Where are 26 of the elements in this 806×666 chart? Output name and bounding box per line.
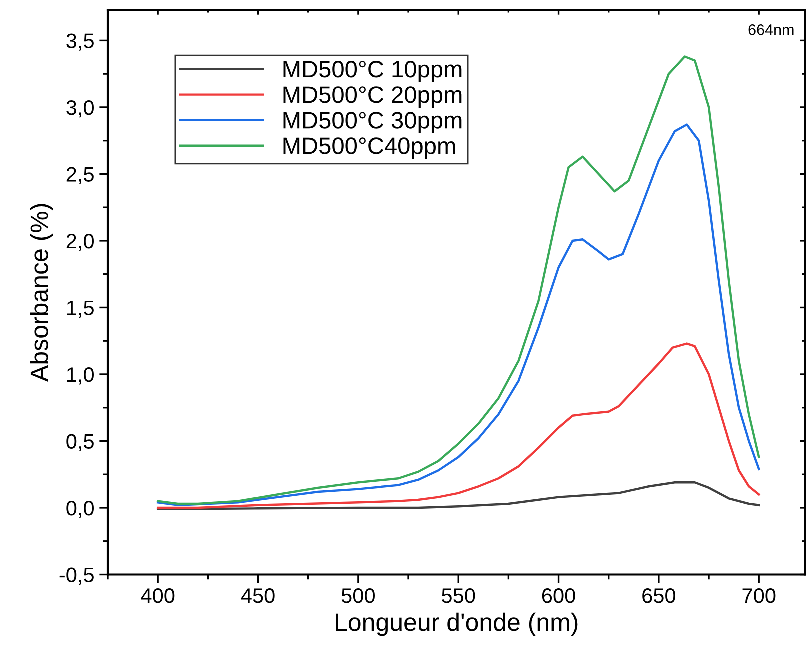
y-tick-label: 2,5 xyxy=(66,167,94,184)
legend-label: MD500°C40ppm xyxy=(284,138,456,160)
x-tick-label: 650 xyxy=(642,588,676,604)
y-tick-label: 1,5 xyxy=(67,300,94,318)
x-tick-label: 450 xyxy=(241,588,275,604)
x-tick-label: 600 xyxy=(542,588,576,604)
y-axis-title: Absorbance (%) xyxy=(30,204,54,382)
annotation: 664nm xyxy=(748,24,794,36)
legend-label: MD500°C 20ppm xyxy=(284,86,462,108)
line-series xyxy=(156,482,760,510)
line-series xyxy=(156,56,760,506)
y-tick-label: 3,5 xyxy=(66,34,94,51)
x-tick-label: 500 xyxy=(342,588,375,604)
y-tick-label: 0,0 xyxy=(66,501,94,518)
y-tick-label: 0,5 xyxy=(66,434,94,452)
x-tick-label: 400 xyxy=(141,588,175,604)
x-tick-label: 700 xyxy=(742,588,776,604)
legend-label: MD500°C 30ppm xyxy=(284,112,462,134)
x-axis-title: Longueur d'onde (nm) xyxy=(336,612,578,636)
y-tick-label: -0,5 xyxy=(60,568,94,585)
y-tick-label: 1,0 xyxy=(67,367,94,385)
y-tick-label: 2,0 xyxy=(66,234,94,252)
x-tick-label: 550 xyxy=(442,588,476,604)
y-tick-label: 3,0 xyxy=(66,100,94,118)
line-series xyxy=(156,342,760,510)
legend-label: MD500°C 10ppm xyxy=(284,61,462,82)
